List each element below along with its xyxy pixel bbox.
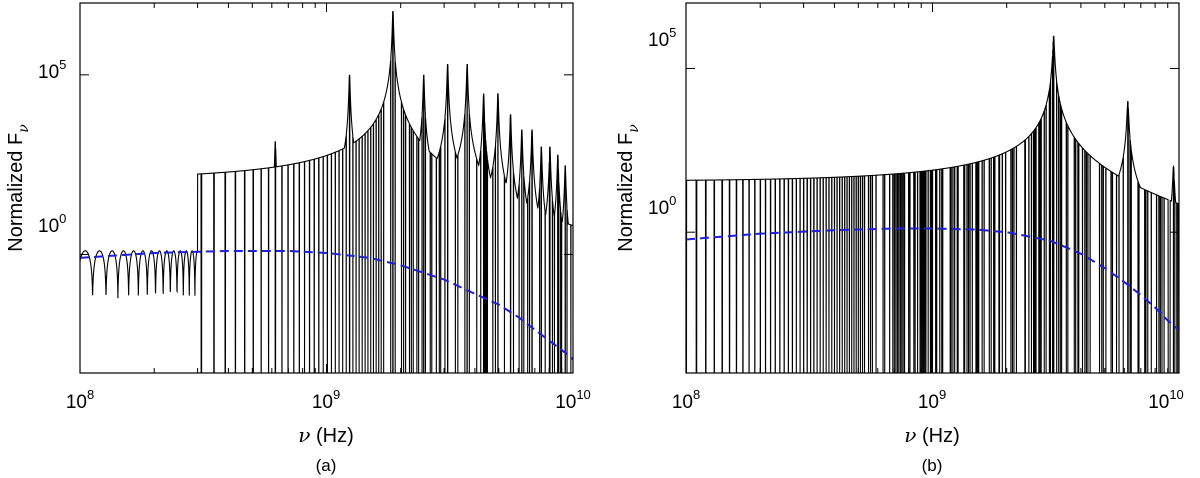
panel-a-caption: (a) xyxy=(316,456,337,475)
panel-b-ylabel: Normalized Fν xyxy=(615,124,642,252)
panel-b-xtick-1: 109 xyxy=(918,387,946,413)
panel-a-xtick-2: 1010 xyxy=(555,387,591,413)
panel-a-fit-curve xyxy=(80,249,573,361)
panel-a-ytick-1: 105 xyxy=(38,57,66,83)
panel-b-ticks xyxy=(685,3,1179,373)
panel-b-xlabel: ν (Hz) xyxy=(904,423,960,447)
panel-b-plot-area xyxy=(686,35,1179,373)
panel-a-ylabel: Normalized Fν xyxy=(5,124,32,252)
panel-a-frame xyxy=(79,2,574,374)
panel-a-plot-area xyxy=(80,10,573,373)
panel-b-caption: (b) xyxy=(922,456,943,475)
panel-b-xtick-0: 108 xyxy=(672,387,700,413)
panel-a: 108 109 1010 100 105 ν (Hz) Normalized F… xyxy=(5,2,591,475)
panel-b-fit-curve xyxy=(686,227,1179,332)
panel-b-xtick-2: 1010 xyxy=(1148,387,1184,413)
panel-a-ticks xyxy=(79,3,573,373)
panel-b: 108 109 1010 100 105 ν (Hz) Normalized F… xyxy=(615,2,1184,475)
panel-a-spectrum-line xyxy=(80,11,573,373)
panel-a-ytick-0: 100 xyxy=(38,211,66,237)
panel-a-xtick-0: 108 xyxy=(66,387,94,413)
panel-b-ytick-0: 100 xyxy=(648,193,676,219)
panel-b-spectrum-line xyxy=(686,36,1179,373)
panel-b-ytick-1: 105 xyxy=(648,25,676,51)
panel-a-xlabel: ν (Hz) xyxy=(298,423,354,447)
panel-a-xtick-1: 109 xyxy=(312,387,340,413)
